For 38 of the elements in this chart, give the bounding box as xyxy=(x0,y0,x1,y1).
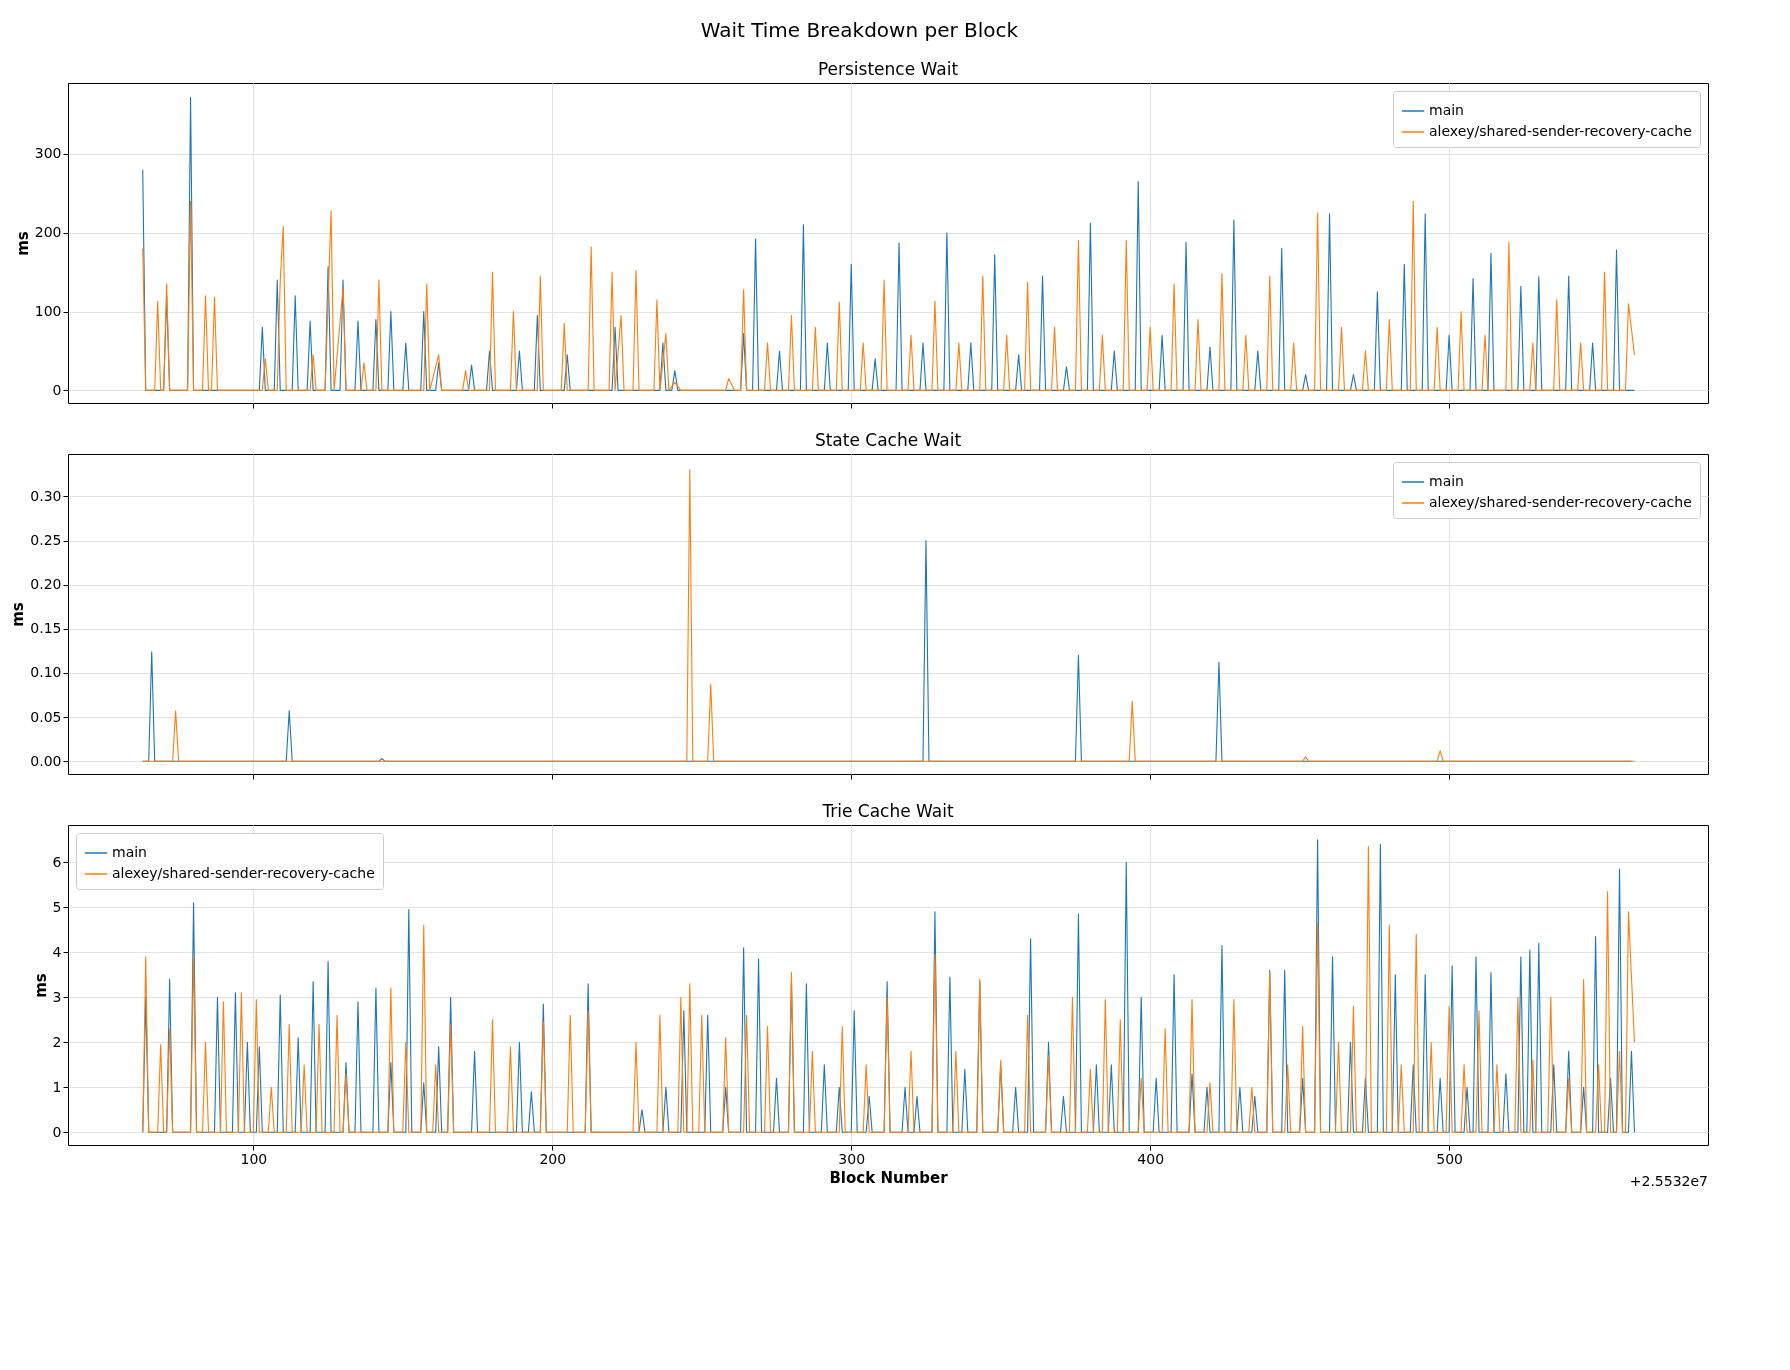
legend-label: alexey/shared-sender-recovery-cache xyxy=(112,865,375,881)
y-axis-title: ms xyxy=(9,602,28,627)
chart-title: Persistence Wait xyxy=(817,59,959,79)
legend-label: main xyxy=(112,844,147,860)
y-tick-label: 5 xyxy=(52,898,62,915)
x-tick-label: 500 xyxy=(1436,1150,1463,1167)
y-tick-label: 100 xyxy=(34,303,62,320)
y-tick-label: 0 xyxy=(52,1123,62,1140)
y-tick-label: 6 xyxy=(52,853,62,870)
y-tick-label: 1 xyxy=(52,1078,62,1095)
x-tick-label: 300 xyxy=(838,1150,866,1167)
y-tick-label: 0 xyxy=(52,381,62,398)
legend-label: main xyxy=(1429,102,1464,118)
y-tick-label: 4 xyxy=(52,943,62,960)
y-tick-label: 3 xyxy=(52,988,62,1005)
x-tick-label: 200 xyxy=(539,1150,567,1167)
y-tick-label: 0.30 xyxy=(30,487,62,504)
y-axis-title: ms xyxy=(31,973,50,998)
y-tick-label: 0.20 xyxy=(30,576,62,593)
y-tick-label: 0.10 xyxy=(30,664,62,681)
y-tick-label: 0.25 xyxy=(30,532,62,549)
y-tick-label: 0.00 xyxy=(30,752,62,769)
text: +2.5532e7 xyxy=(1629,1173,1708,1189)
y-tick-label: 0.15 xyxy=(30,620,62,637)
y-tick-label: 200 xyxy=(34,224,62,241)
legend-label: alexey/shared-sender-recovery-cache xyxy=(1429,494,1692,510)
chart-title: State Cache Wait xyxy=(814,430,962,450)
legend-label: alexey/shared-sender-recovery-cache xyxy=(1429,123,1692,139)
y-tick-label: 0.05 xyxy=(30,708,62,725)
y-axis-title: ms xyxy=(13,231,32,256)
legend-label: main xyxy=(1429,473,1464,489)
y-tick-label: 300 xyxy=(34,145,62,162)
chart-title: Trie Cache Wait xyxy=(821,801,954,821)
text: Wait Time Breakdown per Block xyxy=(700,17,1019,42)
x-tick-label: 400 xyxy=(1137,1150,1165,1167)
x-tick-label: 100 xyxy=(240,1150,268,1167)
x-axis-title: Block Number xyxy=(829,1168,949,1187)
y-tick-label: 2 xyxy=(52,1033,62,1050)
